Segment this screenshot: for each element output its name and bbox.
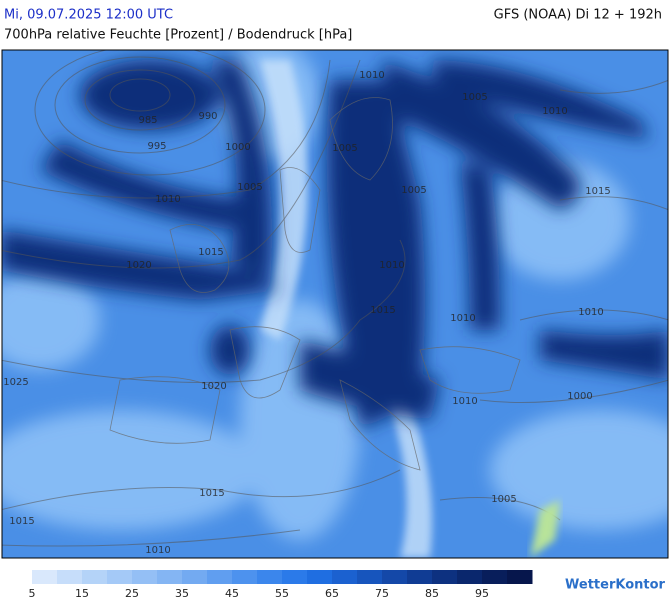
isobar-label: 1005 (462, 92, 487, 103)
legend-swatch (432, 570, 458, 584)
isobar-label: 1000 (225, 142, 250, 153)
isobar-label: 1005 (401, 185, 426, 196)
isobar-label: 1010 (155, 194, 180, 205)
isobar-label: 1020 (126, 260, 151, 271)
isobar-label: 1025 (3, 377, 28, 388)
isobar-label: 1005 (491, 494, 516, 505)
legend-swatch (157, 570, 183, 584)
isobar-label: 985 (138, 115, 157, 126)
legend-swatch (257, 570, 283, 584)
map: 1010 1005 1010 985 990 995 1000 1005 100… (2, 50, 668, 558)
legend-label: 75 (375, 587, 389, 600)
isobar-label: 1010 (379, 260, 404, 271)
legend-swatch (282, 570, 308, 584)
legend-label: 85 (425, 587, 439, 600)
timestamp: Mi, 09.07.2025 12:00 UTC (4, 8, 173, 23)
subtitle: 700hPa relative Feuchte [Prozent] / Bode… (4, 28, 352, 43)
legend-label: 15 (75, 587, 89, 600)
legend-swatch (382, 570, 408, 584)
isobar-label: 1000 (567, 391, 592, 402)
legend-label: 35 (175, 587, 189, 600)
isobar-label: 1015 (585, 186, 610, 197)
legend-swatch (332, 570, 358, 584)
isobar-label: 1010 (542, 106, 567, 117)
legend-swatch (357, 570, 383, 584)
legend-swatch (32, 570, 58, 584)
legend-swatch (132, 570, 158, 584)
logo: WetterKontor (565, 578, 666, 593)
isobar-label: 1010 (450, 313, 475, 324)
legend-swatch (82, 570, 108, 584)
isobar-label: 1010 (578, 307, 603, 318)
legend-label: 25 (125, 587, 139, 600)
isobar-label: 990 (198, 111, 217, 122)
legend-swatch (232, 570, 258, 584)
isobar-label: 1015 (370, 305, 395, 316)
legend: 5 15 25 35 45 55 65 75 85 95 (29, 570, 533, 600)
legend-swatch (57, 570, 83, 584)
isobar-label: 1005 (332, 143, 357, 154)
isobar-label: 1010 (359, 70, 384, 81)
isobar-label: 1020 (201, 381, 226, 392)
map-border (1, 49, 669, 559)
model-run: GFS (NOAA) Di 12 + 192h (494, 8, 662, 23)
legend-swatch (182, 570, 208, 584)
legend-label: 5 (29, 587, 36, 600)
legend-swatch (507, 570, 533, 584)
isobar-label: 1010 (452, 396, 477, 407)
legend-swatch (482, 570, 508, 584)
legend-swatch (407, 570, 433, 584)
legend-label: 65 (325, 587, 339, 600)
isobar-label: 1015 (9, 516, 34, 527)
isobar-label: 1010 (145, 545, 170, 556)
isobar-label: 1005 (237, 182, 262, 193)
isobar-label: 1015 (199, 488, 224, 499)
legend-swatch (307, 570, 333, 584)
legend-label: 45 (225, 587, 239, 600)
legend-swatch (107, 570, 133, 584)
isobar-label: 1015 (198, 247, 223, 258)
legend-swatch (457, 570, 483, 584)
isobar-label: 995 (147, 141, 166, 152)
legend-label: 95 (475, 587, 489, 600)
legend-swatch (207, 570, 233, 584)
legend-label: 55 (275, 587, 289, 600)
